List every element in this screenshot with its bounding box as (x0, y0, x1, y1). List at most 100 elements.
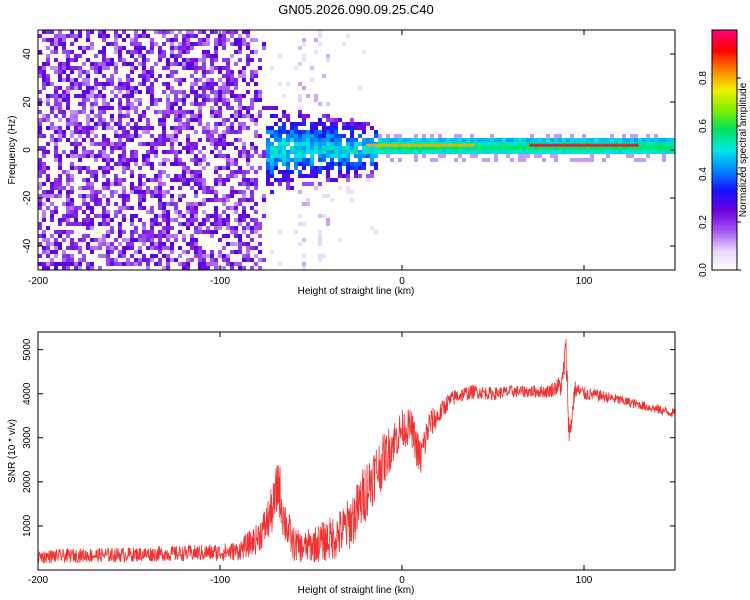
spectrogram-cell (398, 146, 402, 150)
spectrogram-cell (66, 154, 70, 158)
spectrogram-line (365, 143, 639, 147)
spectrogram-cell (338, 158, 342, 162)
spectrogram-cell (50, 186, 54, 190)
spectrogram-cell (474, 154, 478, 158)
spectrogram-cell (126, 82, 130, 86)
spectrogram-cell (510, 158, 514, 162)
spectrogram-cell (102, 134, 106, 138)
spectrogram-cell (130, 174, 134, 178)
spectrogram-cell (322, 158, 326, 162)
spectrogram-cell (54, 186, 58, 190)
spectrogram-cell (178, 194, 182, 198)
spectrogram-cell (118, 110, 122, 114)
spectrogram-cell (54, 246, 58, 250)
spectrogram-cell (202, 42, 206, 46)
spectrogram-cell (190, 238, 194, 242)
spectrogram-cell (114, 94, 118, 98)
spectrogram-cell (118, 206, 122, 210)
spectrogram-cell (234, 94, 238, 98)
spectrogram-cell (142, 126, 146, 130)
spectrogram-cell (122, 38, 126, 42)
spectrogram-cell (126, 110, 130, 114)
spectrogram-cell (218, 66, 222, 70)
spectrogram-cell (638, 146, 642, 150)
spectrogram-cell (58, 102, 62, 106)
spectrogram-cell (326, 218, 330, 222)
spectrogram-cell (218, 226, 222, 230)
spectrogram-cell (346, 158, 350, 162)
spectrogram-cell (38, 198, 42, 202)
spectrogram-cell (226, 82, 230, 86)
spectrogram-cell (214, 138, 218, 142)
spectrogram-cell (98, 198, 102, 202)
spectrogram-cell (114, 182, 118, 186)
colorbar-ticks: 0.00.20.40.60.8 (698, 71, 741, 277)
spectrogram-cell (154, 42, 158, 46)
spectrogram-cell (74, 150, 78, 154)
spectrogram-cell (86, 90, 90, 94)
spectrogram-cell (294, 138, 298, 142)
spectrogram-cell (246, 114, 250, 118)
spectrogram-cell (38, 130, 42, 134)
spectrogram-cell (98, 94, 102, 98)
spectrogram-x-tick-label: 100 (576, 276, 593, 287)
spectrogram-cell (154, 246, 158, 250)
spectrogram-cell (54, 90, 58, 94)
spectrogram-cell (374, 150, 378, 154)
spectrogram-cell (470, 146, 474, 150)
colorbar-frame (711, 29, 738, 271)
spectrogram-cell (38, 194, 42, 198)
spectrogram-cell (302, 174, 306, 178)
spectrogram-cell (166, 134, 170, 138)
spectrogram-cell (190, 110, 194, 114)
spectrogram-cell (90, 42, 94, 46)
spectrogram-cell (518, 150, 522, 154)
spectrogram-cell (314, 150, 318, 154)
spectrogram-cell (318, 254, 322, 258)
spectrogram-cell (362, 50, 366, 54)
spectrogram-cell (114, 42, 118, 46)
spectrogram-cell (166, 230, 170, 234)
spectrogram-cell (38, 146, 42, 150)
spectrogram-cell (326, 138, 330, 142)
spectrogram-cell (94, 174, 98, 178)
spectrogram-cell (186, 42, 190, 46)
spectrogram-cell (518, 158, 522, 162)
spectrogram-cell (586, 150, 590, 154)
spectrogram-cell (142, 206, 146, 210)
spectrogram-cell (242, 126, 246, 130)
snr-frame (37, 331, 676, 571)
spectrogram-cell (234, 146, 238, 150)
spectrogram-cell (222, 118, 226, 122)
spectrogram-cell (170, 142, 174, 146)
spectrogram-cell (166, 234, 170, 238)
spectrogram-cell (386, 134, 390, 138)
spectrogram-cell (66, 206, 70, 210)
spectrogram-cell (146, 122, 150, 126)
spectrogram-cell (234, 62, 238, 66)
spectrogram-cell (606, 150, 610, 154)
spectrogram-cell (238, 262, 242, 266)
spectrogram-cell (222, 34, 226, 38)
spectrogram-cell (310, 182, 314, 186)
spectrogram-cell (182, 50, 186, 54)
spectrogram-cell (158, 182, 162, 186)
spectrogram-cell (322, 138, 326, 142)
spectrogram-cell (442, 150, 446, 154)
spectrogram-cell (342, 134, 346, 138)
spectrogram-cell (454, 150, 458, 154)
spectrogram-cell (262, 106, 266, 110)
spectrogram-cell (506, 142, 510, 146)
spectrogram-cell (74, 38, 78, 42)
spectrogram-cell (286, 118, 290, 122)
spectrogram-cell (414, 154, 418, 158)
spectrogram-cell (166, 246, 170, 250)
spectrogram-cell (186, 250, 190, 254)
spectrogram-cell (62, 202, 66, 206)
spectrogram-cell (642, 142, 646, 146)
spectrogram-cell (218, 42, 222, 46)
spectrogram-cell (222, 178, 226, 182)
spectrogram-cell (90, 266, 94, 270)
spectrogram-cell (98, 70, 102, 74)
spectrogram-cell (222, 182, 226, 186)
